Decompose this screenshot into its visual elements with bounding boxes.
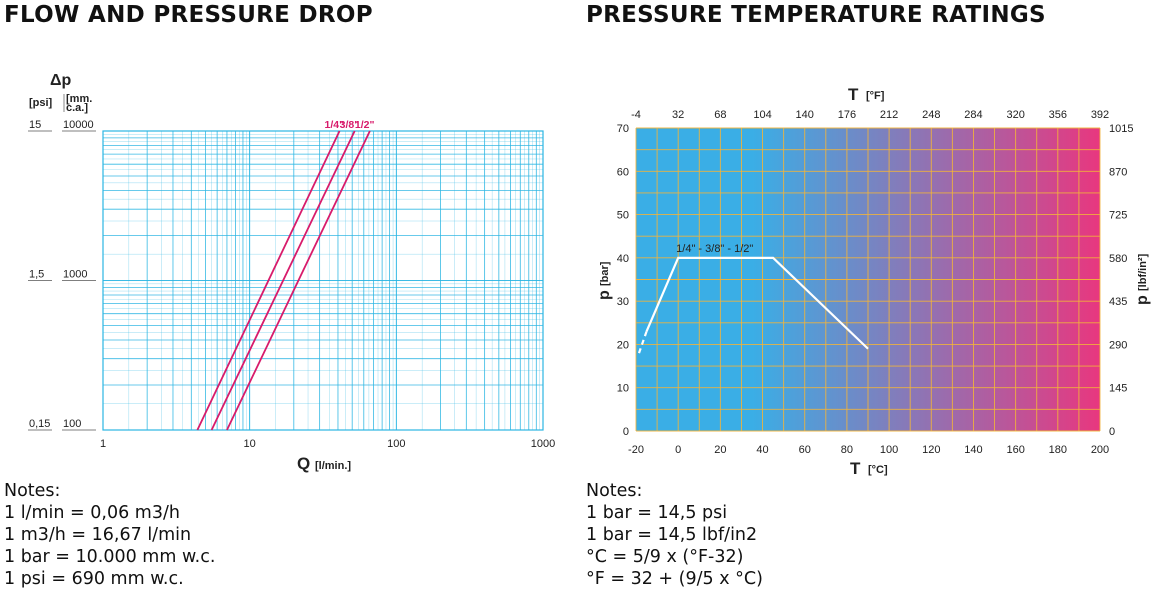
rating-line [645, 256, 869, 350]
x2-tick-label: 284 [964, 109, 982, 121]
x2-tick-label: 248 [922, 109, 940, 121]
x2-axis-unit: [°F] [866, 90, 885, 102]
y2-axis-title-group: p [lbf/in²] [1134, 253, 1151, 305]
series-line [226, 130, 371, 431]
series-label: 1/4" - 3/8" - 1/2" [676, 243, 753, 255]
x-tick-label: 100 [880, 444, 898, 456]
x-tick-label: 140 [964, 444, 982, 456]
y2-tick-label: 580 [1109, 253, 1127, 265]
x2-tick-label: 176 [838, 109, 856, 121]
x-tick-label: 40 [756, 444, 768, 456]
y-tick-label: 50 [617, 210, 629, 222]
x-tick-label: 0 [675, 444, 681, 456]
y2-tick-label: 435 [1109, 296, 1127, 308]
x2-tick-label: 32 [672, 109, 684, 121]
x-axis-unit: [l/min.] [315, 460, 351, 472]
x-tick-label: 200 [1091, 444, 1109, 456]
y-axis-unit: [bar] [599, 261, 611, 286]
y-axis-unit: c.a.] [66, 102, 88, 114]
flow-chart-title: FLOW AND PRESSURE DROP [4, 2, 373, 28]
x-tick-label: 10 [244, 438, 256, 450]
y2-tick-label: 1015 [1109, 123, 1133, 135]
y-tick-label-psi: 15 [29, 119, 41, 131]
x-axis-unit: [°C] [868, 464, 888, 476]
y-tick-label: 30 [617, 296, 629, 308]
x2-tick-label: 212 [880, 109, 898, 121]
x-tick-label: 180 [1049, 444, 1067, 456]
y-axis-unit: [mm. [66, 93, 92, 105]
x-tick-label: 1 [100, 438, 106, 450]
y-tick-label: 60 [617, 166, 629, 178]
x2-tick-label: 68 [714, 109, 726, 121]
x2-tick-label: 320 [1006, 109, 1024, 121]
y-tick-label: 10 [617, 383, 629, 395]
flow-notes: Notes: 1 l/min = 0,06 m3/h 1 m3/h = 16,6… [4, 480, 215, 590]
x2-tick-label: 140 [796, 109, 814, 121]
y-tick-label-mmca: 1000 [63, 269, 87, 281]
y2-tick-label: 725 [1109, 210, 1127, 222]
x-tick-label: 120 [922, 444, 940, 456]
x-tick-label: 20 [714, 444, 726, 456]
note-line: °F = 32 + (9/5 x °C) [586, 569, 763, 589]
y-tick-label: 0 [623, 426, 629, 438]
y-tick-label-mmca: 10000 [63, 119, 94, 131]
notes-heading: Notes: [4, 481, 61, 501]
x2-tick-label: 356 [1049, 109, 1067, 121]
y-axis-title-group: p [bar] [596, 261, 613, 300]
note-line: °C = 5/9 x (°F-32) [586, 547, 744, 567]
y2-tick-label: 0 [1109, 426, 1115, 438]
series-label: 1/2" [355, 119, 375, 131]
y-axis-title: p [596, 290, 613, 300]
y-axis-title: Δp [50, 72, 72, 89]
x-tick-label: 60 [799, 444, 811, 456]
notes-heading: Notes: [586, 481, 643, 501]
x-tick-label: -20 [628, 444, 644, 456]
x2-tick-label: 392 [1091, 109, 1109, 121]
y-tick-label-psi: 1,5 [29, 269, 44, 281]
note-line: 1 l/min = 0,06 m3/h [4, 503, 180, 523]
y2-tick-label: 290 [1109, 339, 1127, 351]
flow-grid [102, 130, 544, 431]
y2-tick-label: 145 [1109, 383, 1127, 395]
x2-axis-title: T [848, 85, 859, 104]
y2-axis-title: p [1134, 295, 1151, 305]
y-tick-label-psi: 0,15 [29, 418, 50, 430]
y-tick-label: 20 [617, 339, 629, 351]
x-tick-label: 160 [1006, 444, 1024, 456]
note-line: 1 bar = 10.000 mm w.c. [4, 547, 216, 567]
x-tick-label: 100 [387, 438, 405, 450]
pressure-notes: Notes: 1 bar = 14,5 psi 1 bar = 14,5 lbf… [586, 480, 763, 590]
series-label: 3/8" [340, 119, 360, 131]
x-tick-label: 80 [841, 444, 853, 456]
note-line: 1 bar = 14,5 psi [586, 503, 728, 523]
y-tick-label-mmca: 100 [63, 418, 81, 430]
x-tick-label: 1000 [531, 438, 555, 450]
x-axis-title: Q [297, 454, 310, 473]
note-line: 1 m3/h = 16,67 l/min [4, 525, 192, 545]
y-axis-unit: [psi] [29, 97, 53, 109]
y2-tick-label: 870 [1109, 166, 1127, 178]
x2-tick-label: -4 [631, 109, 641, 121]
plot-frame [102, 130, 544, 431]
series-line [210, 130, 356, 431]
series-line [196, 130, 341, 431]
y2-axis-unit: [lbf/in²] [1137, 253, 1149, 291]
note-line: 1 psi = 690 mm w.c. [4, 569, 184, 589]
x-axis-title: T [850, 459, 861, 478]
series-label: 1/4" [325, 119, 345, 131]
y-tick-label: 40 [617, 253, 629, 265]
rating-line-dashed [637, 331, 648, 354]
y-tick-label: 70 [617, 123, 629, 135]
pt-grid [635, 127, 1101, 432]
note-line: 1 bar = 14,5 lbf/in2 [586, 525, 758, 545]
pressure-chart-title: PRESSURE TEMPERATURE RATINGS [586, 2, 1046, 28]
x2-tick-label: 104 [753, 109, 771, 121]
